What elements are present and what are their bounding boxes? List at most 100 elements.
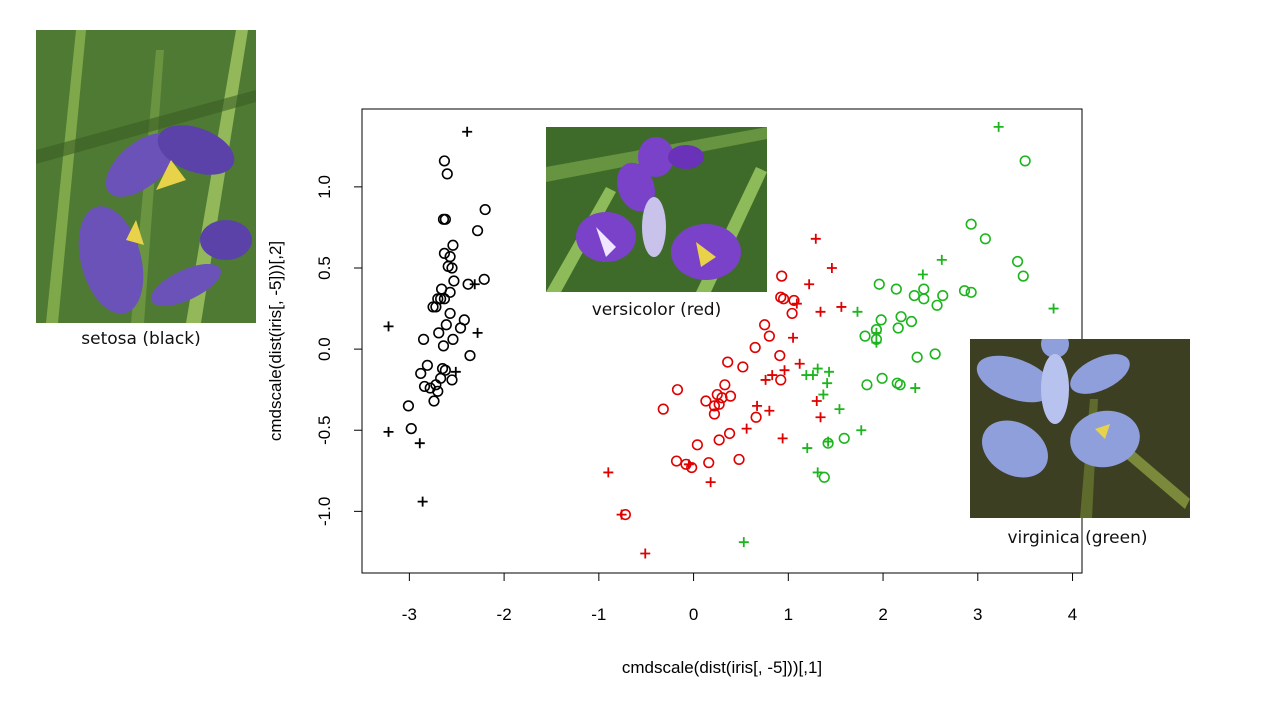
versicolor-point-circle — [788, 294, 800, 307]
y-tick-label: -0.5 — [315, 416, 334, 445]
versicolor-point-circle — [774, 350, 786, 362]
virginica-point-circle — [929, 348, 941, 360]
versicolor-point-circle — [703, 457, 715, 469]
setosa-point-circle — [444, 251, 456, 263]
virginica-caption: virginica (green) — [1007, 528, 1148, 548]
x-axis-label: cmdscale(dist(iris[, -5]))[,1] — [622, 658, 822, 677]
virginica-point-plus — [834, 404, 845, 415]
setosa-point-circle — [438, 155, 451, 167]
versicolor-point-circle — [713, 398, 725, 410]
versicolor-point-circle — [657, 403, 669, 415]
setosa-point-circle — [438, 293, 451, 305]
versicolor-point-circle — [671, 384, 684, 396]
virginica-point-circle — [895, 311, 907, 323]
versicolor-point-plus — [683, 459, 694, 470]
setosa-point-circle — [402, 400, 415, 412]
virginica-point-circle — [892, 322, 904, 334]
setosa-point-plus — [383, 321, 394, 332]
setosa-point-circle — [441, 168, 453, 180]
virginica-point-circle — [894, 379, 906, 391]
virginica-point-circle — [1017, 270, 1029, 282]
virginica-point-circle — [873, 278, 885, 290]
virginica-point-plus — [738, 537, 749, 548]
versicolor-point-plus — [788, 332, 799, 343]
setosa-point-circle — [439, 364, 451, 376]
x-tick-label: -3 — [402, 605, 417, 624]
virginica-point-plus — [802, 443, 813, 454]
versicolor-point-plus — [767, 370, 778, 381]
virginica-point-circle — [890, 283, 902, 295]
versicolor-point-plus — [603, 467, 614, 478]
versicolor-point-plus — [815, 412, 826, 423]
versicolor-point-plus — [616, 509, 627, 520]
virginica-point-circle — [875, 314, 887, 326]
setosa-point-circle — [447, 239, 459, 251]
setosa-point-plus — [472, 327, 483, 338]
setosa-point-circle — [440, 319, 452, 331]
setosa-point-plus — [417, 496, 428, 507]
x-tick-label: 4 — [1068, 605, 1077, 624]
virginica-point-plus — [812, 467, 823, 478]
setosa-point-circle — [478, 273, 490, 285]
versicolor-point-circle — [719, 379, 731, 391]
versicolor-point-circle — [763, 330, 775, 342]
y-axis: -1.0 -0.5 0.0 0.5 1.0 — [315, 175, 363, 526]
virginica-point-plus — [910, 383, 921, 394]
virginica-point-circle — [979, 233, 991, 245]
setosa-point-plus — [462, 126, 473, 137]
virginica-point-circle — [965, 286, 977, 298]
versicolor-point-circle — [750, 411, 762, 423]
setosa-point-circle — [415, 367, 427, 380]
virginica-point-circle — [918, 283, 930, 295]
virginica-point-plus — [856, 425, 867, 436]
y-tick-label: 0.5 — [315, 256, 334, 280]
setosa-point-circle — [439, 213, 451, 225]
versicolor-point-circle — [708, 400, 721, 412]
x-tick-label: 3 — [973, 605, 982, 624]
setosa-point-circle — [435, 293, 447, 305]
setosa-photo — [36, 30, 256, 323]
versicolor-point-plus — [777, 433, 788, 444]
setosa-point-circle — [446, 374, 458, 386]
versicolor-point-circle — [716, 392, 728, 404]
setosa-point-plus — [383, 426, 394, 437]
versicolor-point-plus — [804, 279, 815, 290]
setosa-point-plus — [414, 438, 425, 449]
setosa-point-circle — [446, 262, 458, 274]
versicolor-point-circle — [737, 361, 749, 373]
versicolor-point-plus — [764, 405, 775, 416]
x-tick-label: 0 — [689, 605, 698, 624]
setosa-point-circle — [437, 340, 450, 352]
versicolor-point-plus — [826, 262, 837, 273]
versicolor-point-circle — [724, 390, 737, 402]
y-axis-label: cmdscale(dist(iris[, -5]))[,2] — [266, 241, 285, 441]
versicolor-point-circle — [733, 453, 745, 466]
virginica-point-circle — [958, 285, 971, 297]
virginica-point-circle — [861, 379, 873, 391]
setosa-point-circle — [444, 307, 456, 320]
virginica-point-plus — [917, 269, 928, 280]
versicolor-point-circle — [686, 461, 698, 474]
setosa-point-circle — [454, 322, 467, 334]
versicolor-point-plus — [760, 374, 771, 385]
virginica-point-circle — [931, 299, 943, 311]
versicolor-point-circle — [777, 293, 790, 305]
versicolor-point-circle — [749, 341, 761, 354]
virginica-photo — [970, 339, 1190, 518]
versicolor-point-plus — [811, 396, 822, 407]
virginica-point-circle — [965, 218, 977, 230]
versicolor-point-plus — [752, 400, 763, 411]
virginica-point-plus — [812, 363, 823, 374]
virginica-point-circle — [937, 289, 949, 302]
setosa-point-circle — [430, 301, 442, 313]
x-tick-label: 2 — [878, 605, 887, 624]
setosa-point-circle — [405, 423, 417, 435]
setosa-caption: setosa (black) — [81, 329, 201, 349]
versicolor-point-circle — [776, 270, 788, 282]
setosa-point-circle — [435, 372, 447, 384]
setosa-point-circle — [428, 395, 440, 407]
versicolor-point-plus — [640, 548, 651, 559]
versicolor-point-circle — [708, 408, 721, 420]
setosa-point-plus — [469, 279, 480, 290]
